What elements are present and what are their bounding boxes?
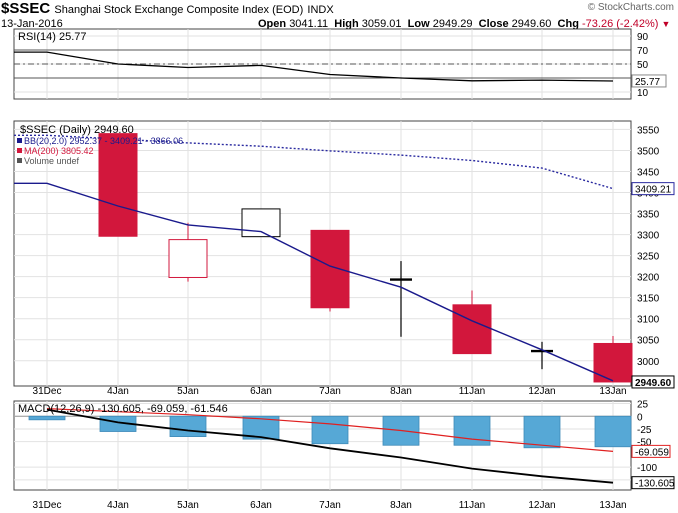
- price-tick-label: 3250: [637, 252, 660, 263]
- candle-body: [452, 304, 492, 355]
- x-tick-label: 13Jan: [599, 500, 626, 511]
- macd-tick-label: -50: [637, 438, 652, 449]
- price-tick-label: 3350: [637, 210, 660, 221]
- candle-body: [241, 208, 281, 238]
- macd-value-label: -130.605: [635, 479, 675, 490]
- macd-line: [46, 408, 614, 484]
- price-tick-label: 3550: [637, 125, 660, 136]
- price-tick-label: 3050: [637, 336, 660, 347]
- x-tick-label: 11Jan: [459, 386, 486, 397]
- x-tick-label: 6Jan: [250, 500, 272, 511]
- candle-12Jan: [531, 341, 553, 370]
- price-tick-label: 3500: [637, 146, 660, 157]
- close-value-label: 2949.60: [635, 378, 672, 389]
- watermark: © StockCharts.com: [587, 2, 674, 13]
- candle-6Jan: [241, 208, 281, 238]
- x-tick-label: 13Jan: [599, 386, 626, 397]
- price-tick-label: 3200: [637, 273, 660, 284]
- x-tick-label: 6Jan: [250, 386, 272, 397]
- close-value-box: [631, 375, 675, 389]
- legend-swatch-1: [17, 148, 22, 153]
- candle-4Jan: [98, 133, 138, 237]
- macd-tick-label: 25: [637, 400, 649, 411]
- price-tick-label: 3300: [637, 231, 660, 242]
- rsi-title: RSI(14) 25.77: [18, 31, 86, 43]
- legend-entry-2: Volume undef: [24, 156, 80, 166]
- x-tick-label: 12Jan: [528, 500, 555, 511]
- candle-body: [168, 239, 208, 278]
- ma-value-label: 3409.21: [635, 185, 672, 196]
- ma200-line: [14, 134, 614, 190]
- bb-line: [14, 182, 614, 382]
- rsi-value-box: [631, 74, 667, 88]
- legend-swatch-0: [17, 138, 22, 143]
- x-tick-label: 4Jan: [107, 500, 129, 511]
- macd-histogram-bar: [453, 415, 491, 446]
- legend-swatch-2: [17, 158, 22, 163]
- macd-tick-label: -100: [637, 463, 657, 474]
- macd-histogram-bar: [594, 415, 632, 448]
- macd-histogram-bar: [523, 415, 561, 449]
- x-tick-label: 31Dec: [33, 386, 62, 397]
- macd-value-box: [631, 476, 675, 490]
- candle-body: [593, 342, 633, 383]
- legend-entry-1: MA(200) 3805.42: [24, 146, 94, 156]
- x-tick-label: 8Jan: [390, 500, 412, 511]
- x-tick-label: 31Dec: [33, 500, 62, 511]
- x-tick-label: 5Jan: [177, 500, 199, 511]
- ticker-title: $SSEC Shanghai Stock Exchange Composite …: [1, 0, 334, 17]
- rsi-line: [14, 51, 614, 82]
- macd-signal-line: [46, 408, 614, 452]
- down-arrow-icon: ▼: [661, 19, 671, 29]
- chart-date: 13-Jan-2016: [1, 18, 63, 30]
- candle-5Jan: [168, 222, 208, 282]
- price-tick-label: 3150: [637, 294, 660, 305]
- rsi-tick-label: 90: [637, 32, 649, 43]
- price-title: $SSEC (Daily) 2949.60: [20, 124, 134, 136]
- candle-8Jan: [390, 261, 412, 337]
- candle-body: [98, 133, 138, 237]
- ma-value-box: [631, 182, 675, 196]
- rsi-tick-label: 50: [637, 60, 649, 71]
- macd-title: MACD(12,26,9) -130.605, -69.059, -61.546: [18, 403, 228, 415]
- x-tick-label: 4Jan: [107, 386, 129, 397]
- candle-body: [310, 229, 350, 309]
- rsi-value-label: 25.77: [635, 77, 660, 88]
- price-tick-label: 3450: [637, 167, 660, 178]
- macd-signal-value-box: [631, 444, 671, 458]
- x-tick-label: 12Jan: [528, 386, 555, 397]
- macd-histogram-bar: [28, 415, 66, 421]
- macd-histogram-bar: [311, 415, 349, 445]
- candle-7Jan: [310, 229, 350, 312]
- rsi-tick-label: 10: [637, 88, 649, 99]
- x-tick-label: 5Jan: [177, 386, 199, 397]
- price-tick-label: 3100: [637, 315, 660, 326]
- macd-histogram-bar: [242, 415, 280, 440]
- rsi-tick-label: 70: [637, 46, 649, 57]
- chart-header: $SSEC Shanghai Stock Exchange Composite …: [0, 0, 678, 40]
- ohlc-readout: Open 3041.11 High 3059.01 Low 2949.29 Cl…: [258, 18, 671, 30]
- x-tick-label: 11Jan: [459, 500, 486, 511]
- legend-entry-0: BB(20,2.0) 2952.37 - 3409.21 - 3866.06: [24, 136, 183, 146]
- x-tick-label: 7Jan: [319, 500, 341, 511]
- macd-tick-label: -25: [637, 425, 652, 436]
- macd-signal-value-label: -69.059: [635, 447, 669, 458]
- macd-tick-label: 0: [637, 412, 643, 423]
- x-tick-label: 7Jan: [319, 386, 341, 397]
- price-tick-label: 3000: [637, 357, 660, 368]
- macd-histogram-bar: [169, 415, 207, 437]
- x-tick-label: 8Jan: [390, 386, 412, 397]
